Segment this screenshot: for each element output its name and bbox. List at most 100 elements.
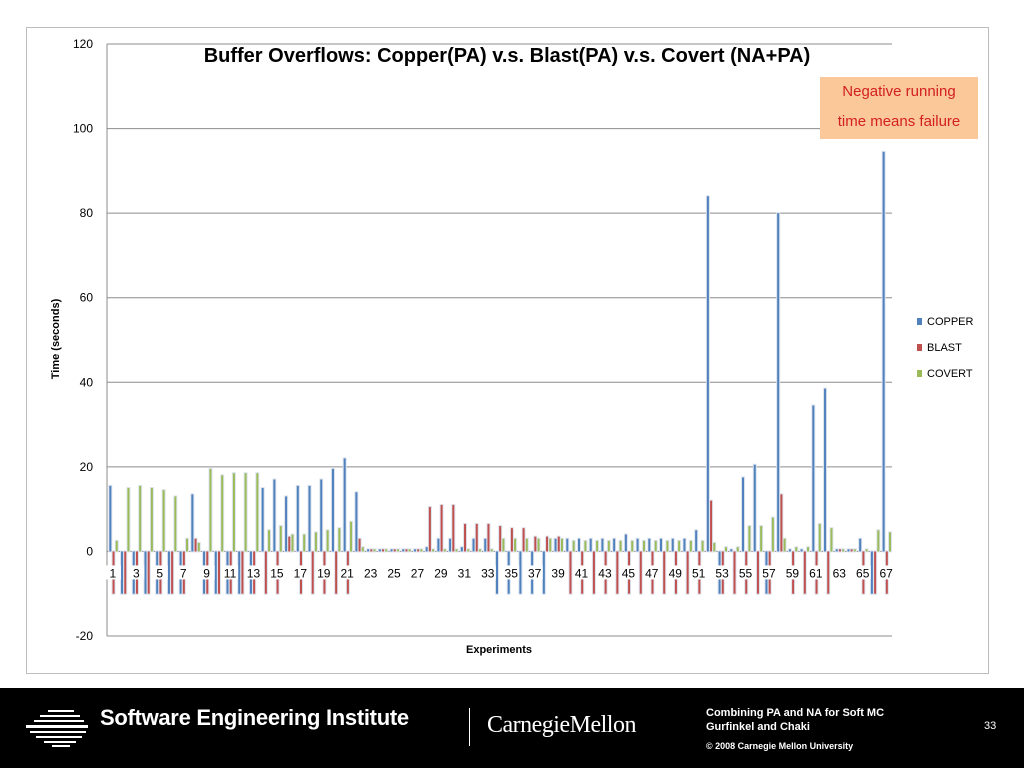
bar-blast [428, 507, 431, 552]
legend: COPPER BLAST COVERT [917, 316, 974, 380]
bar-covert [818, 523, 821, 552]
bar-blast [393, 549, 396, 552]
bar-blast [874, 551, 877, 594]
bar-blast [510, 528, 513, 552]
y-tick-label: 20 [80, 460, 94, 474]
x-tick-label: 37 [528, 566, 542, 580]
bar-copper [730, 549, 733, 552]
bar-copper [425, 547, 428, 552]
bar-copper [683, 538, 686, 552]
bar-covert [631, 540, 634, 552]
bar-copper [566, 538, 569, 552]
bar-covert [701, 540, 704, 552]
bar-copper [788, 549, 791, 552]
bar-blast [850, 549, 853, 552]
x-tick-label-bg [878, 565, 895, 580]
x-tick-label-bg [667, 565, 684, 580]
x-tick-label: 59 [786, 566, 800, 580]
x-tick-label: 65 [856, 566, 870, 580]
y-tick-label: 100 [73, 122, 93, 136]
footer-divider [469, 708, 470, 746]
bar-copper [144, 551, 147, 594]
y-tick-label: 80 [80, 206, 94, 220]
x-tick-label: 41 [575, 566, 589, 580]
bar-covert [256, 473, 259, 552]
x-tick-label-bg [292, 565, 309, 580]
bar-copper [835, 549, 838, 552]
bar-covert [338, 528, 341, 552]
bar-copper [449, 538, 452, 552]
legend-label-blast: BLAST [927, 342, 962, 354]
x-tick-label-bg [620, 565, 637, 580]
bar-covert [268, 530, 271, 552]
x-tick-label-bg [151, 565, 168, 580]
x-tick-label-bg [128, 565, 145, 580]
bar-copper [331, 468, 334, 552]
x-tick-label: 17 [294, 566, 308, 580]
x-tick-label-bg [104, 565, 121, 580]
bar-copper [191, 494, 194, 552]
y-tick-labels: -20 0 20 40 60 80 100 120 [73, 37, 93, 643]
x-tick-label: 67 [879, 566, 893, 580]
bar-covert [736, 547, 739, 552]
bar-covert [162, 490, 165, 552]
bar-copper [613, 538, 616, 552]
bar-blast [803, 551, 806, 594]
bar-copper [753, 464, 756, 552]
x-tick-label: 29 [434, 566, 448, 580]
bar-copper [472, 538, 475, 552]
x-tick-label-bg [690, 565, 707, 580]
x-tick-label-bg [596, 565, 613, 580]
bar-blast [487, 523, 490, 552]
x-tick-label-bg [854, 565, 871, 580]
bar-copper [777, 213, 780, 552]
x-tick-label-bg [222, 565, 239, 580]
x-tick-label: 53 [715, 566, 729, 580]
y-axis-label: Time (seconds) [50, 298, 62, 379]
x-tick-label-bg [409, 565, 426, 580]
bar-blast [780, 494, 783, 552]
x-tick-label-bg [339, 565, 356, 580]
slide: -20 0 20 40 60 80 100 120 1 3 5 7 9 11 13 15 17 19 21 23 25… [26, 27, 989, 674]
bar-blast [663, 551, 666, 594]
bar-blast [358, 538, 361, 552]
bar-covert [689, 540, 692, 552]
presentation-title: Combining PA and NA for Soft MC [706, 707, 885, 719]
bar-copper [601, 538, 604, 552]
x-tick-label-bg [386, 565, 403, 580]
x-tick-label: 7 [180, 566, 187, 580]
bar-copper [109, 485, 112, 552]
bar-copper [484, 538, 487, 552]
bar-covert [279, 526, 282, 552]
x-tick-label-bg [714, 565, 731, 580]
x-tick-label: 31 [458, 566, 472, 580]
bar-copper [695, 530, 698, 552]
x-tick-label: 15 [270, 566, 284, 580]
bar-copper [870, 551, 873, 594]
bar-covert [560, 538, 563, 552]
y-tick-label: -20 [76, 629, 94, 643]
bar-blast [464, 523, 467, 552]
bar-covert [490, 549, 493, 552]
x-tick-label: 5 [156, 566, 163, 580]
bar-covert [244, 473, 247, 552]
bar-copper [296, 485, 299, 552]
bar-copper [882, 151, 885, 552]
bar-blast [288, 536, 291, 552]
bar-covert [795, 547, 798, 552]
x-tick-label-bg [737, 565, 754, 580]
bar-covert [420, 549, 423, 552]
bar-blast [616, 551, 619, 594]
bar-covert [666, 540, 669, 552]
y-tick-label: 40 [80, 375, 94, 389]
x-tick-label-bg [245, 565, 262, 580]
bar-covert [771, 517, 774, 552]
bar-covert [502, 538, 505, 552]
bar-copper [812, 405, 815, 552]
bar-blast [370, 549, 373, 552]
bar-copper [847, 549, 850, 552]
bar-covert [232, 473, 235, 552]
bar-covert [619, 540, 622, 552]
bar-blast [534, 536, 537, 552]
bar-covert [385, 549, 388, 552]
